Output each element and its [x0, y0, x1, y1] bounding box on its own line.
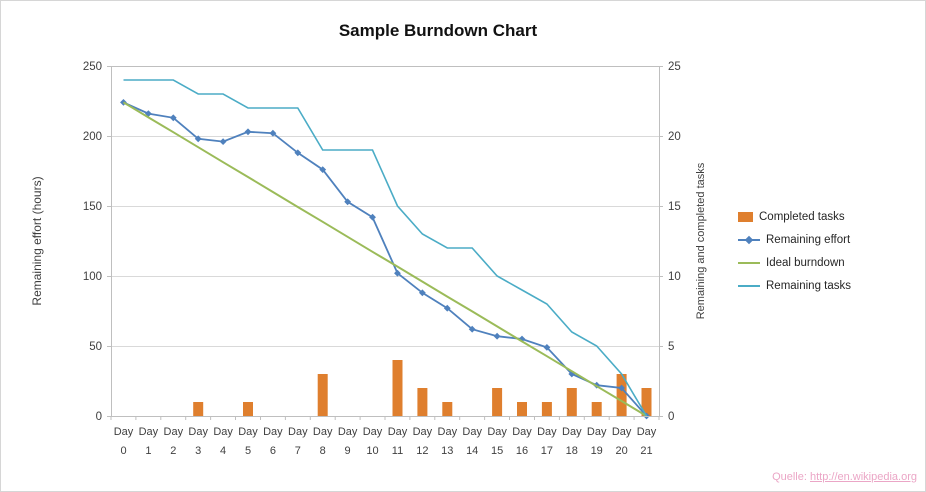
svg-text:20: 20: [615, 445, 627, 457]
svg-text:2: 2: [170, 445, 176, 457]
svg-text:Day: Day: [363, 426, 383, 438]
source-url[interactable]: http://en.wikipedia.org: [809, 471, 917, 483]
svg-text:Day: Day: [164, 426, 184, 438]
svg-text:Day: Day: [188, 426, 208, 438]
diamond-marker-icon: [744, 235, 754, 245]
svg-text:11: 11: [392, 445, 403, 457]
svg-text:13: 13: [441, 445, 453, 457]
legend-label: Completed tasks: [759, 211, 845, 223]
legend-item-ideal-burndown[interactable]: Ideal burndown: [738, 257, 851, 269]
svg-text:Day: Day: [512, 426, 532, 438]
svg-text:8: 8: [320, 445, 326, 457]
svg-text:Day: Day: [139, 426, 159, 438]
remaining-tasks-line-swatch: [738, 285, 760, 287]
svg-text:10: 10: [668, 271, 681, 283]
svg-text:Day: Day: [338, 426, 358, 438]
plot-border: [111, 66, 660, 417]
remaining-effort-line-swatch: [738, 235, 760, 245]
series-remaining-tasks: [123, 79, 648, 417]
svg-text:0: 0: [668, 411, 674, 423]
legend-item-completed-tasks[interactable]: Completed tasks: [738, 211, 851, 223]
gridlines: [111, 66, 659, 417]
axis-ticks: [107, 66, 663, 420]
svg-text:25: 25: [668, 61, 681, 73]
svg-text:9: 9: [345, 445, 351, 457]
svg-text:Day: Day: [537, 426, 557, 438]
svg-text:21: 21: [640, 445, 652, 457]
svg-text:250: 250: [83, 61, 102, 73]
svg-text:16: 16: [516, 445, 528, 457]
svg-text:Day: Day: [637, 426, 657, 438]
svg-text:7: 7: [295, 445, 301, 457]
svg-text:Day: Day: [438, 426, 458, 438]
svg-text:100: 100: [83, 271, 102, 283]
svg-text:6: 6: [270, 445, 276, 457]
svg-text:0: 0: [120, 445, 126, 457]
svg-text:150: 150: [83, 201, 102, 213]
legend-item-remaining-effort[interactable]: Remaining effort: [738, 234, 851, 246]
svg-text:Day: Day: [388, 426, 408, 438]
svg-text:Day: Day: [413, 426, 433, 438]
legend-label: Remaining tasks: [766, 280, 852, 292]
legend-label: Ideal burndown: [766, 257, 845, 269]
legend-item-remaining-tasks[interactable]: Remaining tasks: [738, 280, 851, 292]
legend: Completed tasks Remaining effort Ideal b…: [738, 211, 851, 292]
legend-label: Remaining effort: [766, 234, 851, 246]
svg-text:4: 4: [220, 445, 226, 457]
svg-text:Day: Day: [562, 426, 582, 438]
svg-text:14: 14: [466, 445, 478, 457]
svg-text:17: 17: [541, 445, 553, 457]
series-ideal-burndown: [122, 101, 648, 417]
source-attribution: Quelle: http://en.wikipedia.org: [772, 471, 917, 483]
svg-text:Day: Day: [587, 426, 607, 438]
svg-text:Day: Day: [263, 426, 283, 438]
svg-text:Day: Day: [462, 426, 482, 438]
svg-text:Day: Day: [487, 426, 507, 438]
svg-text:19: 19: [591, 445, 603, 457]
svg-text:15: 15: [491, 445, 503, 457]
svg-text:50: 50: [89, 341, 102, 353]
svg-text:Day: Day: [213, 426, 233, 438]
svg-text:0: 0: [96, 411, 102, 423]
svg-text:Day: Day: [238, 426, 258, 438]
ideal-burndown-line-swatch: [738, 262, 760, 264]
chart-title: Sample Burndown Chart: [338, 21, 538, 40]
series-completed-tasks: [193, 360, 652, 416]
svg-text:Day: Day: [288, 426, 308, 438]
svg-text:1: 1: [145, 445, 151, 457]
svg-text:3: 3: [195, 445, 201, 457]
series-remaining-effort: [120, 99, 650, 420]
svg-text:200: 200: [83, 131, 102, 143]
completed-tasks-bar-swatch: [738, 212, 753, 222]
svg-text:10: 10: [366, 445, 378, 457]
svg-text:18: 18: [566, 445, 578, 457]
svg-text:20: 20: [668, 131, 681, 143]
source-label: Quelle:: [772, 471, 807, 483]
svg-text:Day: Day: [612, 426, 632, 438]
svg-text:15: 15: [668, 201, 681, 213]
svg-text:Day: Day: [114, 426, 134, 438]
svg-text:Day: Day: [313, 426, 333, 438]
tick-labels: 0 50 100 150 200 250 0 5 10 15 20 25 Day 0 Day 1 Day 2 Day…: [83, 61, 681, 457]
svg-text:5: 5: [668, 341, 674, 353]
svg-text:5: 5: [245, 445, 251, 457]
svg-text:12: 12: [416, 445, 428, 457]
